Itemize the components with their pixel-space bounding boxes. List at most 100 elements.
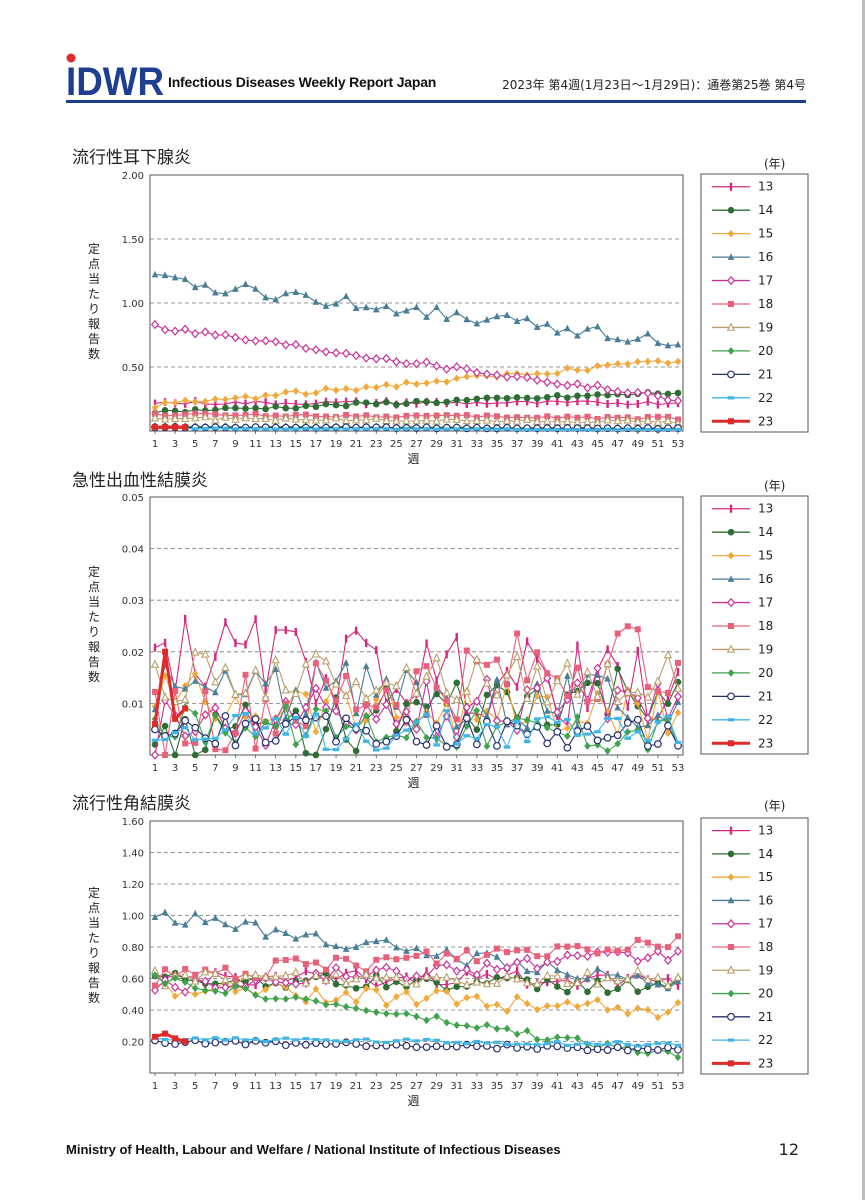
data-point bbox=[321, 415, 331, 424]
data-point bbox=[614, 703, 621, 711]
data-point bbox=[322, 697, 330, 706]
data-point bbox=[613, 415, 622, 425]
data-point bbox=[523, 967, 531, 975]
data-point bbox=[563, 978, 572, 988]
data-point bbox=[383, 954, 390, 961]
data-point bbox=[372, 740, 381, 748]
data-point bbox=[383, 1040, 390, 1044]
data-point bbox=[332, 1039, 340, 1043]
data-point bbox=[462, 702, 471, 713]
data-point bbox=[262, 405, 269, 413]
data-point bbox=[653, 676, 663, 685]
data-point bbox=[614, 971, 621, 978]
data-point bbox=[533, 692, 541, 700]
data-point bbox=[282, 427, 290, 431]
legend-entry-19: 19 bbox=[712, 642, 773, 656]
data-point bbox=[554, 329, 561, 336]
data-point bbox=[362, 969, 371, 978]
data-point bbox=[654, 688, 661, 695]
data-point bbox=[482, 415, 492, 424]
legend-entry-13: 13 bbox=[712, 502, 773, 516]
legend-marker bbox=[727, 575, 735, 582]
data-point bbox=[653, 740, 662, 748]
data-point bbox=[372, 748, 380, 752]
data-point bbox=[241, 971, 250, 980]
data-point bbox=[673, 691, 683, 702]
data-point bbox=[423, 398, 430, 406]
data-point bbox=[302, 1037, 310, 1041]
data-point bbox=[564, 998, 571, 1006]
data-point bbox=[413, 427, 420, 431]
legend-label: 23 bbox=[758, 414, 773, 428]
data-point bbox=[413, 412, 420, 419]
data-point bbox=[573, 678, 582, 688]
data-point bbox=[242, 1038, 249, 1042]
data-point bbox=[262, 1040, 269, 1044]
data-point bbox=[452, 694, 461, 704]
data-point bbox=[492, 978, 502, 987]
data-point bbox=[513, 993, 521, 1001]
data-point bbox=[332, 980, 340, 988]
data-point bbox=[172, 715, 179, 722]
legend-label: 21 bbox=[758, 1010, 773, 1024]
data-point bbox=[675, 659, 681, 666]
data-point bbox=[402, 978, 411, 987]
data-point bbox=[252, 404, 259, 412]
data-point bbox=[653, 972, 663, 981]
data-point bbox=[212, 411, 219, 418]
data-point bbox=[311, 649, 321, 658]
x-tick-label: 9 bbox=[232, 439, 238, 450]
data-point bbox=[412, 359, 421, 369]
x-tick-label: 31 bbox=[450, 763, 463, 774]
data-point bbox=[554, 427, 561, 432]
data-point bbox=[302, 402, 310, 410]
data-point bbox=[413, 698, 420, 706]
data-point bbox=[673, 972, 683, 981]
data-point bbox=[574, 366, 581, 374]
data-point bbox=[613, 976, 622, 985]
data-point bbox=[574, 428, 581, 432]
legend-marker bbox=[728, 623, 734, 629]
data-point bbox=[150, 319, 160, 330]
data-point bbox=[292, 715, 300, 719]
data-point bbox=[666, 974, 670, 983]
data-point bbox=[362, 414, 371, 424]
data-point bbox=[543, 673, 552, 683]
data-point bbox=[523, 372, 532, 383]
data-point bbox=[222, 1038, 229, 1042]
y-tick-label: 0.03 bbox=[122, 596, 144, 607]
data-point bbox=[331, 413, 341, 422]
data-point bbox=[191, 669, 199, 678]
data-point bbox=[624, 736, 632, 740]
y-tick-label: 0.80 bbox=[122, 943, 144, 954]
data-point bbox=[423, 733, 430, 742]
data-point bbox=[675, 933, 681, 940]
x-tick-label: 51 bbox=[652, 439, 665, 450]
chart-title: 流行性耳下腺炎 bbox=[72, 148, 191, 168]
data-point bbox=[535, 655, 539, 664]
data-point bbox=[191, 990, 199, 999]
legend-entry-18: 18 bbox=[712, 619, 773, 633]
data-point bbox=[443, 427, 450, 431]
x-tick-label: 35 bbox=[491, 439, 504, 450]
data-point bbox=[543, 957, 552, 967]
data-point bbox=[342, 714, 350, 723]
data-point bbox=[403, 1037, 410, 1041]
data-point bbox=[372, 383, 380, 392]
data-point bbox=[312, 751, 320, 759]
data-point bbox=[524, 946, 531, 953]
data-point bbox=[342, 737, 350, 741]
y-tick-label: 0.04 bbox=[122, 545, 144, 556]
data-point bbox=[352, 399, 360, 406]
data-point bbox=[393, 401, 400, 408]
x-tick-label: 31 bbox=[450, 1081, 463, 1092]
data-point bbox=[533, 683, 542, 693]
data-point bbox=[574, 331, 581, 339]
data-point bbox=[453, 722, 461, 730]
data-point bbox=[564, 394, 571, 401]
data-point bbox=[422, 1043, 431, 1051]
data-point bbox=[554, 983, 561, 990]
data-point bbox=[634, 988, 642, 995]
data-point bbox=[554, 943, 561, 950]
data-point bbox=[151, 270, 159, 278]
